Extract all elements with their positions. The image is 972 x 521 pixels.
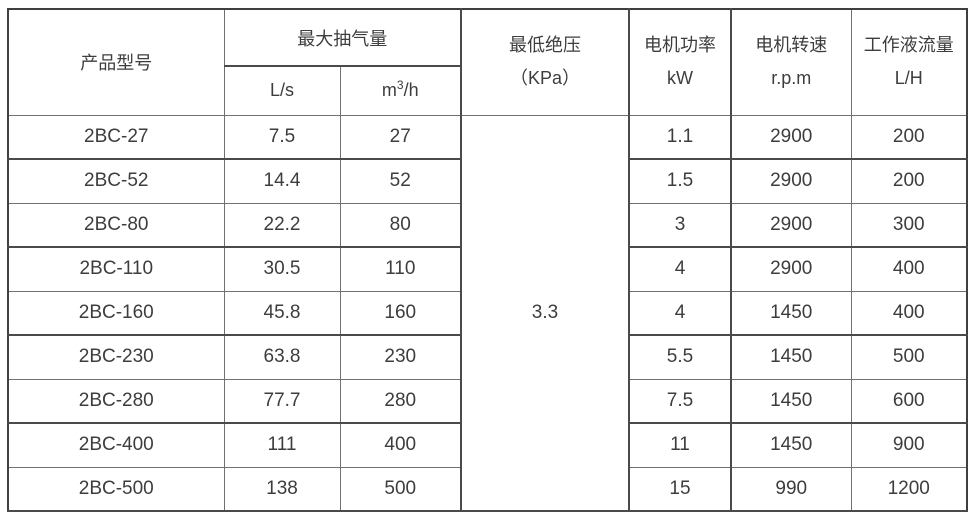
header-motor-power: 电机功率 kW [628, 8, 732, 116]
header-working-fluid-flow-line1: 工作液流量 [863, 35, 954, 56]
lh-cell: 300 [850, 202, 968, 248]
model-cell: 2BC-160 [7, 290, 225, 336]
m3h-cell: 230 [339, 334, 462, 380]
ls-cell: 7.5 [223, 114, 341, 160]
table-row: 2BC-400 111 400 11 1450 900 [7, 422, 968, 468]
m3h-cell: 160 [339, 290, 462, 336]
m3h-cell: 80 [339, 202, 462, 248]
kw-cell: 1.5 [628, 158, 732, 204]
lh-cell: 200 [850, 114, 968, 160]
table-row: 2BC-280 77.7 280 7.5 1450 600 [7, 378, 968, 424]
m3h-cell: 280 [339, 378, 462, 424]
model-cell: 2BC-500 [7, 466, 225, 512]
rpm-cell: 990 [730, 466, 852, 512]
model-cell: 2BC-110 [7, 246, 225, 292]
header-working-fluid-flow-line2: L/H [894, 68, 923, 89]
model-cell: 2BC-400 [7, 422, 225, 468]
kw-cell: 11 [628, 422, 732, 468]
rpm-cell: 1450 [730, 422, 852, 468]
header-product-model: 产品型号 [7, 8, 225, 116]
m3h-cell: 500 [339, 466, 462, 512]
model-cell: 2BC-280 [7, 378, 225, 424]
header-unit-m3h: m3/h [339, 65, 462, 116]
header-min-pressure-line1: 最低绝压 [509, 35, 581, 56]
header-motor-power-line2: kW [667, 68, 693, 89]
kw-cell: 1.1 [628, 114, 732, 160]
spec-table: 产品型号 最大抽气量 最低绝压 （KPa） 电机功率 kW 电机转速 r.p.m… [7, 8, 968, 512]
m3h-cell: 52 [339, 158, 462, 204]
kw-cell: 4 [628, 290, 732, 336]
spec-table-body: 2BC-27 7.5 27 3.3 1.1 2900 200 2BC-52 14.4 52 1.5 2… [7, 114, 968, 512]
kw-cell: 7.5 [628, 378, 732, 424]
header-motor-power-line1: 电机功率 [644, 35, 716, 56]
table-row: 2BC-160 45.8 160 4 1450 400 [7, 290, 968, 336]
rpm-cell: 2900 [730, 114, 852, 160]
ls-cell: 63.8 [223, 334, 341, 380]
m3h-unit-base: m [381, 80, 397, 101]
model-cell: 2BC-230 [7, 334, 225, 380]
kw-cell: 4 [628, 246, 732, 292]
header-unit-ls: L/s [223, 65, 341, 116]
rpm-cell: 2900 [730, 202, 852, 248]
ls-cell: 22.2 [223, 202, 341, 248]
table-row: 2BC-27 7.5 27 3.3 1.1 2900 200 [7, 114, 968, 512]
m3h-unit-exponent: 3 [396, 78, 404, 93]
kw-cell: 5.5 [628, 334, 732, 380]
kw-cell: 3 [628, 202, 732, 248]
header-row-2: L/s m3/h [8, 65, 967, 116]
lh-cell: 400 [850, 246, 968, 292]
model-cell: 2BC-27 [7, 114, 225, 160]
ls-cell: 138 [223, 466, 341, 512]
table-row: 2BC-110 30.5 110 4 2900 400 [7, 246, 968, 292]
m3h-cell: 400 [339, 422, 462, 468]
ls-cell: 77.7 [223, 378, 341, 424]
ls-cell: 45.8 [223, 290, 341, 336]
lh-cell: 500 [850, 334, 968, 380]
lh-cell: 200 [850, 158, 968, 204]
ls-cell: 14.4 [223, 158, 341, 204]
model-cell: 2BC-52 [7, 158, 225, 204]
header-max-capacity: 最大抽气量 [223, 8, 462, 67]
header-min-pressure-line2: （KPa） [509, 68, 581, 89]
header-working-fluid-flow: 工作液流量 L/H [850, 8, 968, 116]
m3h-cell: 110 [339, 246, 462, 292]
rpm-cell: 2900 [730, 246, 852, 292]
header-motor-speed-line1: 电机转速 [755, 35, 828, 56]
header-motor-speed-line2: r.p.m [771, 68, 812, 89]
m3h-unit-suffix: /h [403, 80, 419, 101]
header-motor-speed: 电机转速 r.p.m [730, 8, 852, 116]
rpm-cell: 1450 [730, 334, 852, 380]
table-row: 2BC-500 138 500 15 990 1200 [7, 466, 968, 512]
table-row: 2BC-80 22.2 80 3 2900 300 [7, 202, 968, 248]
lh-cell: 600 [850, 378, 968, 424]
rpm-cell: 1450 [730, 290, 852, 336]
lh-cell: 400 [850, 290, 968, 336]
kw-cell: 15 [628, 466, 732, 512]
rpm-cell: 2900 [730, 158, 852, 204]
rpm-cell: 1450 [730, 378, 852, 424]
header-row-1: 产品型号 最大抽气量 最低绝压 （KPa） 电机功率 kW 电机转速 r.p.m… [7, 8, 968, 116]
m3h-cell: 27 [339, 114, 462, 160]
ls-cell: 111 [223, 422, 341, 468]
header-min-pressure: 最低绝压 （KPa） [460, 8, 630, 116]
lh-cell: 900 [850, 422, 968, 468]
ls-cell: 30.5 [223, 246, 341, 292]
model-cell: 2BC-80 [7, 202, 225, 248]
lh-cell: 1200 [850, 466, 968, 512]
pressure-merged-cell: 3.3 [460, 114, 630, 512]
table-row: 2BC-230 63.8 230 5.5 1450 500 [7, 334, 968, 380]
